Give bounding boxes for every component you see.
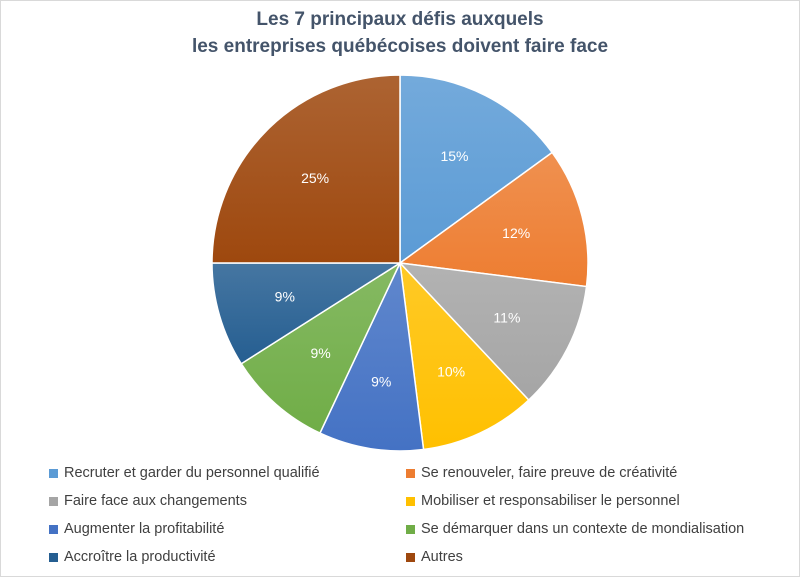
pie-slice-se-renouveler-faire-preuve-de-creativite <box>398 151 589 288</box>
legend-swatch <box>406 496 415 506</box>
legend-item-autres: Autres <box>406 547 463 567</box>
data-label-autres: 25% <box>301 170 329 186</box>
legend-item-recruter-et-garder-du-personnel-qualifie: Recruter et garder du personnel qualifié <box>49 463 320 483</box>
legend-label: Se démarquer dans un contexte de mondial… <box>421 521 745 537</box>
data-label-se-demarquer-dans-un-contexte-de-mondialisation: 9% <box>310 345 330 361</box>
pie-slice-recruter-et-garder-du-personnel-qualifie <box>399 74 554 265</box>
legend-label: Se renouveler, faire preuve de créativit… <box>421 465 678 481</box>
legend-label: Autres <box>421 549 463 565</box>
legend-label: Augmenter la profitabilité <box>64 521 225 537</box>
pie-slice-se-demarquer-dans-un-contexte-de-mondialisation <box>240 260 402 435</box>
legend-swatch <box>406 524 415 534</box>
legend-swatch <box>49 524 58 534</box>
pie-slice-autres <box>211 74 401 264</box>
chart-title-line-1: Les 7 principaux défis auxquels <box>256 9 544 30</box>
legend-item-augmenter-la-profitabilite: Augmenter la profitabilité <box>49 519 224 539</box>
chart-title-line-2: les entreprises québécoises doivent fair… <box>191 36 609 57</box>
legend-swatch <box>49 468 58 478</box>
legend-label: Accroître la productivité <box>64 549 216 565</box>
legend-swatch <box>49 552 58 562</box>
pie-slice-mobiliser-et-responsabiliser-le-personnel <box>398 260 530 451</box>
legend-swatch <box>406 552 415 562</box>
legend-item-faire-face-aux-changements: Faire face aux changements <box>49 491 247 511</box>
data-label-augmenter-la-profitabilite: 9% <box>371 374 391 390</box>
pie-slice-augmenter-la-profitabilite <box>318 260 425 452</box>
legend-swatch <box>49 496 58 506</box>
data-label-faire-face-aux-changements: 11% <box>493 310 520 326</box>
legend-label: Faire face aux changements <box>64 493 247 509</box>
legend-item-mobiliser-et-responsabiliser-le-personnel: Mobiliser et responsabiliser le personne… <box>406 491 680 511</box>
legend-label: Recruter et garder du personnel qualifié <box>64 465 320 481</box>
data-label-accroitre-la-productivite: 9% <box>275 289 295 305</box>
legend-label: Mobiliser et responsabiliser le personne… <box>421 493 680 509</box>
data-label-recruter-et-garder-du-personnel-qualifie: 15% <box>440 148 468 164</box>
pie-slice-accroitre-la-productivite <box>211 262 403 365</box>
legend-item-se-renouveler-faire-preuve-de-creativite: Se renouveler, faire preuve de créativit… <box>406 463 677 483</box>
legend-swatch <box>406 468 415 478</box>
legend-item-accroitre-la-productivite: Accroître la productivité <box>49 547 216 567</box>
pie-slice-faire-face-aux-changements <box>398 261 588 402</box>
data-label-se-renouveler-faire-preuve-de-creativite: 12% <box>502 225 530 241</box>
legend-item-se-demarquer-dans-un-contexte-de-mondialisation: Se démarquer dans un contexte de mondial… <box>406 519 744 539</box>
data-label-mobiliser-et-responsabiliser-le-personnel: 10% <box>437 364 465 380</box>
